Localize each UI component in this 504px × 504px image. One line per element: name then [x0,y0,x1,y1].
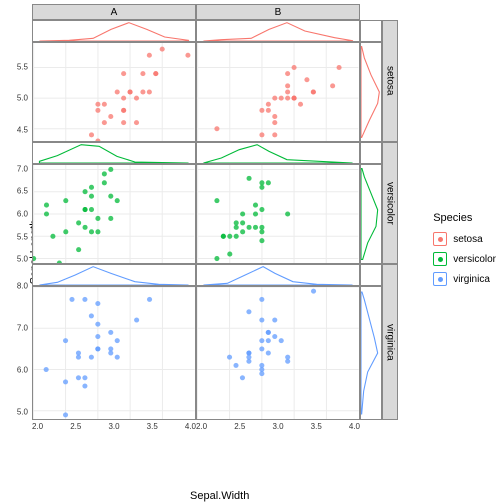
legend-item: setosa [433,232,496,246]
legend: Species setosa versicolor virginica [433,212,496,292]
y-density [360,164,382,264]
plot-grid: A4.55.05.55.05.56.06.57.05.06.07.08.0Bse… [32,4,420,478]
x-density [196,20,360,42]
x-axis-ticks: 2.02.53.03.54.0 [32,422,196,431]
x-density [32,142,196,164]
row-strip: virginica [382,264,398,420]
legend-item: virginica [433,272,496,286]
legend-title: Species [433,212,496,224]
row-strip: setosa [382,20,398,142]
legend-item: versicolor [433,252,496,266]
scatter-panel [32,286,196,420]
facet-scatter-chart: Sepal.Length Sepal.Width A4.55.05.55.05.… [0,0,504,504]
scatter-panel [32,42,196,142]
x-density [32,264,196,286]
x-density [32,20,196,42]
legend-label: versicolor [453,254,496,265]
col-strip: A [32,4,196,20]
x-density [196,142,360,164]
legend-label: virginica [453,274,490,285]
scatter-panel [196,164,360,264]
row-strip: versicolor [382,142,398,264]
scatter-panel [32,164,196,264]
y-density [360,42,382,142]
col-strip: B [196,4,360,20]
y-axis-ticks: 5.05.56.06.57.0 [4,164,30,264]
y-density [360,286,382,420]
x-axis-label: Sepal.Width [190,490,249,502]
legend-label: setosa [453,234,482,245]
scatter-panel [196,42,360,142]
scatter-panel [196,286,360,420]
y-axis-ticks: 4.55.05.5 [4,42,30,142]
x-density [196,264,360,286]
x-axis-ticks: 2.02.53.03.54.0 [196,422,360,431]
y-axis-ticks: 5.06.07.08.0 [4,286,30,420]
